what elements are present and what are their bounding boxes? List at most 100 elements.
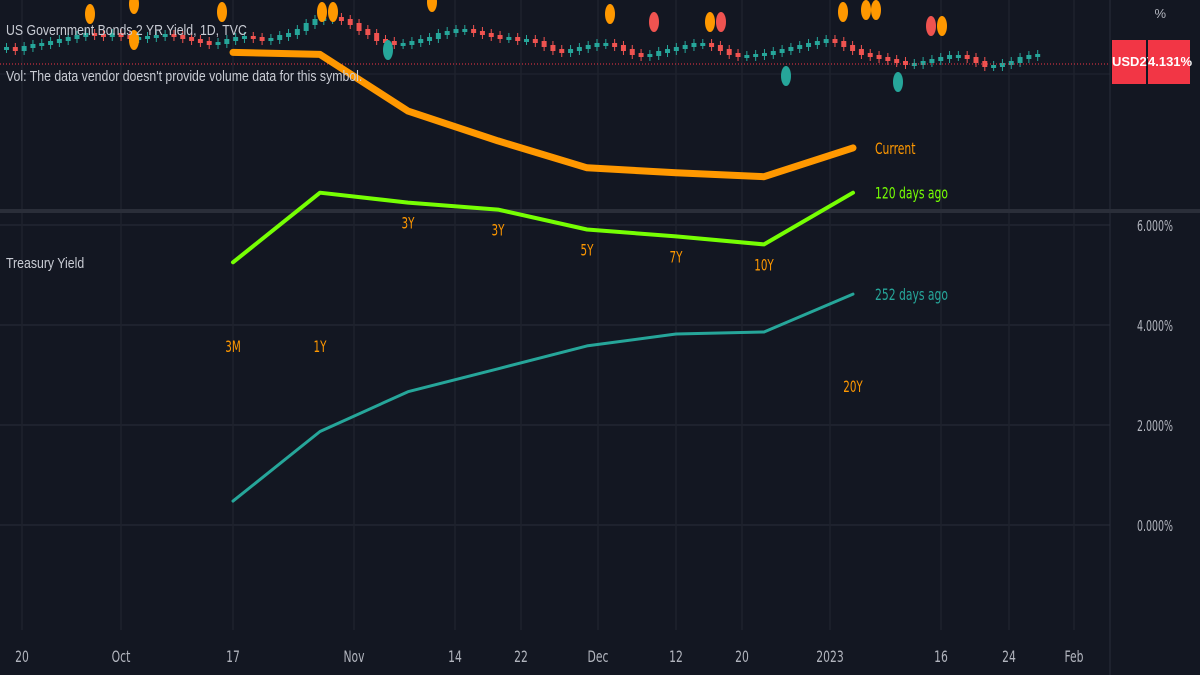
candle-body	[585, 45, 591, 49]
candle-body	[568, 49, 574, 53]
x-tick-label: 12	[669, 648, 683, 666]
candle-body	[894, 59, 900, 63]
candle-body	[806, 43, 812, 47]
candle-body	[700, 43, 706, 46]
candle-body	[682, 45, 688, 49]
candle-body	[286, 33, 292, 37]
candle-body	[524, 39, 529, 42]
symbol-title: US Government Bonds 2 YR Yield, 1D, TVC	[6, 22, 247, 39]
price-badge[interactable]: 4.131%	[1148, 40, 1192, 84]
candle-body	[532, 39, 538, 43]
candle-body	[911, 63, 917, 66]
candle-body	[356, 23, 362, 31]
y-tick-label: 2.000%	[1137, 418, 1173, 435]
candle-body	[902, 61, 908, 65]
candle-body	[312, 19, 318, 25]
x-tick-label: 2023	[816, 648, 843, 666]
candle-body	[947, 55, 953, 59]
candle-body	[48, 41, 54, 45]
candle-body	[303, 23, 309, 31]
event-marker	[649, 12, 659, 32]
candle-body	[100, 34, 106, 37]
event-marker	[937, 16, 947, 36]
event-marker	[861, 0, 871, 20]
candle-body	[761, 53, 767, 56]
candle-body	[964, 55, 970, 59]
x-tick-label: 24	[1002, 648, 1016, 666]
candle-body	[109, 33, 115, 37]
tenor-label: 3Y	[402, 215, 415, 233]
candle-body	[744, 55, 750, 58]
candle-body	[867, 53, 873, 57]
event-marker	[871, 0, 881, 20]
event-marker	[926, 16, 936, 36]
candle-body	[691, 43, 697, 47]
yield-curve-series: Current 120 days ago 252 days ago 3M 1Y 3Y 3Y 5…	[225, 48, 948, 503]
candle-body	[74, 35, 80, 39]
tenor-label: 3Y	[492, 222, 505, 240]
candle-body	[418, 39, 424, 43]
candle-body	[259, 37, 265, 41]
candle-body	[197, 39, 203, 43]
candle-body	[603, 43, 609, 46]
candle-body	[162, 34, 168, 37]
x-tick-label: Feb	[1064, 648, 1083, 666]
candle-body	[991, 65, 997, 68]
candle-body	[462, 29, 468, 32]
candle-body	[374, 33, 380, 41]
candle-body	[885, 57, 891, 61]
candle-body	[153, 35, 159, 38]
candle-body	[876, 55, 882, 59]
candle-body	[550, 45, 556, 51]
candle-body	[770, 51, 776, 55]
candle-body	[638, 53, 644, 57]
series-label-days252: 252 days ago	[875, 287, 948, 305]
candle-body	[224, 39, 230, 44]
candle-body	[250, 36, 256, 39]
y-axis: 6.000% 4.000% 2.000% 0.000%	[1137, 218, 1173, 535]
x-tick-label: Dec	[588, 648, 609, 666]
candle-body	[241, 36, 247, 39]
candle-body	[999, 63, 1005, 67]
x-tick-label: 16	[934, 648, 948, 666]
candle-body	[541, 41, 547, 47]
candle-body	[938, 57, 944, 61]
candle-body	[30, 44, 36, 48]
candle-body	[171, 34, 177, 37]
symbol-badge[interactable]: USD2Y	[1112, 40, 1155, 84]
event-marker	[129, 30, 139, 50]
tenor-label: 10Y	[754, 257, 774, 275]
candle-body	[929, 59, 935, 63]
tenor-label: 7Y	[670, 249, 683, 267]
event-marker	[893, 72, 903, 92]
event-marker	[605, 4, 615, 24]
candle-body	[858, 49, 864, 55]
event-marker	[383, 40, 393, 60]
candle-body	[65, 37, 71, 41]
candle-body	[515, 37, 521, 41]
candle-body	[841, 41, 847, 47]
candle-body	[56, 39, 62, 43]
x-tick-label: 20	[735, 648, 749, 666]
candle-body	[294, 29, 300, 35]
candle-body	[277, 35, 283, 40]
candle-body	[400, 43, 406, 46]
candle-body	[233, 37, 239, 41]
candle-body	[497, 35, 503, 39]
indicator-title: Treasury Yield	[6, 255, 85, 272]
candle-body	[180, 35, 186, 39]
event-marker	[129, 0, 139, 14]
candle-body	[955, 55, 961, 58]
candle-body	[118, 33, 124, 37]
x-tick-label: 20	[15, 648, 29, 666]
candle-body	[1008, 61, 1014, 65]
candle-body	[629, 49, 635, 55]
candle-body	[382, 39, 388, 43]
candle-body	[479, 31, 485, 35]
candle-body	[189, 37, 195, 41]
candle-body	[665, 49, 671, 53]
candle-body	[647, 54, 653, 57]
event-marker	[85, 4, 95, 24]
candle-body	[83, 33, 89, 37]
candle-body	[453, 29, 459, 33]
